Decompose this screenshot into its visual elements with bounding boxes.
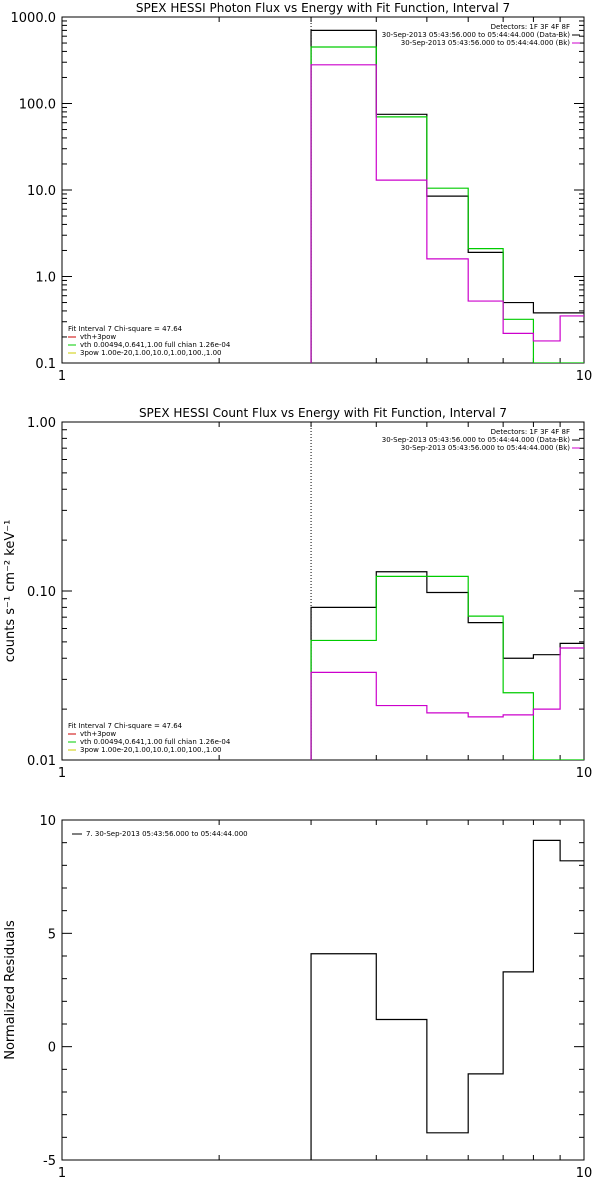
y-axis-label: counts s⁻¹ cm⁻² keV⁻¹ (3, 520, 18, 663)
y-tick-label: 10.0 (27, 184, 56, 199)
y-tick-label: 0 (48, 1041, 56, 1056)
y-tick-label: 100.0 (19, 98, 56, 113)
legend-bottom-entry: vth 0.00494,0.641,1.00 full chian 1.26e-… (80, 341, 231, 349)
plot-frame (61, 819, 585, 1161)
x-tick-label: 10 (576, 369, 593, 384)
series-data-bk (310, 571, 584, 760)
chart-title: SPEX HESSI Photon Flux vs Energy with Fi… (136, 1, 510, 15)
y-tick-label: 5 (48, 927, 56, 942)
series-data-bk (310, 29, 584, 363)
legend-bottom-entry: vth+3pow (80, 333, 116, 341)
x-tick-label: 1 (58, 766, 66, 781)
legend-bottom-entry: 3pow 1.00e-20,1.00,10.0,1.00,100.,1.00 (80, 746, 222, 754)
y-tick-label: 1000.0 (11, 11, 57, 26)
series-vth-3pow (310, 575, 584, 760)
x-tick-label: 1 (58, 369, 66, 384)
series-bk (310, 64, 584, 363)
y-tick-label: 0.10 (27, 585, 56, 600)
y-tick-label: 1.00 (27, 416, 56, 431)
legend-top-entry: 30-Sep-2013 05:43:56.000 to 05:44:44.000… (401, 444, 571, 452)
x-tick-label: 10 (576, 1166, 593, 1181)
y-tick-label: 1.0 (35, 271, 56, 286)
series-residuals (310, 839, 584, 1160)
series-vth-3pow (310, 46, 584, 363)
y-tick-label: 10 (39, 814, 56, 829)
y-axis-label: Normalized Residuals (3, 920, 18, 1060)
x-tick-label: 10 (576, 766, 593, 781)
legend-top-entry: Detectors: 1F 3F 4F 8F (491, 428, 570, 436)
legend-bottom-entry: 3pow 1.00e-20,1.00,10.0,1.00,100.,1.00 (80, 349, 222, 357)
y-tick-label: 0.1 (35, 357, 56, 372)
legend-top-entry: 30-Sep-2013 05:43:56.000 to 05:44:44.000… (382, 436, 571, 444)
legend-entry: 7. 30-Sep-2013 05:43:56.000 to 05:44:44.… (86, 830, 248, 838)
x-tick-label: 1 (58, 1166, 66, 1181)
legend-bottom-entry: vth+3pow (80, 730, 116, 738)
plot-frame (61, 16, 585, 364)
plot-frame (61, 421, 585, 761)
y-tick-label: 0.01 (27, 754, 56, 769)
legend-bottom-entry: Fit Interval 7 Chi-square = 47.64 (68, 722, 183, 730)
legend-top-entry: 30-Sep-2013 05:43:56.000 to 05:44:44.000… (382, 31, 571, 39)
legend-top-entry: Detectors: 1F 3F 4F 8F (491, 23, 570, 31)
legend-top-entry: 30-Sep-2013 05:43:56.000 to 05:44:44.000… (401, 39, 571, 47)
chart-title: SPEX HESSI Count Flux vs Energy with Fit… (139, 406, 507, 420)
legend-bottom-entry: Fit Interval 7 Chi-square = 47.64 (68, 325, 183, 333)
series-bk (310, 647, 584, 760)
legend-bottom-entry: vth 0.00494,0.641,1.00 full chian 1.26e-… (80, 738, 231, 746)
y-tick-label: -5 (43, 1154, 56, 1169)
